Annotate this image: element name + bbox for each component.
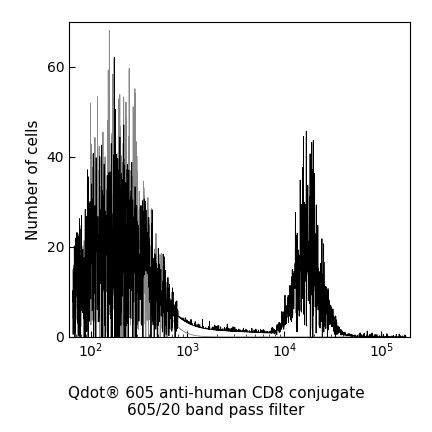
Y-axis label: Number of cells: Number of cells [26, 119, 41, 239]
Text: Qdot® 605 anti-human CD8 conjugate
605/20 band pass filter: Qdot® 605 anti-human CD8 conjugate 605/2… [68, 385, 364, 418]
